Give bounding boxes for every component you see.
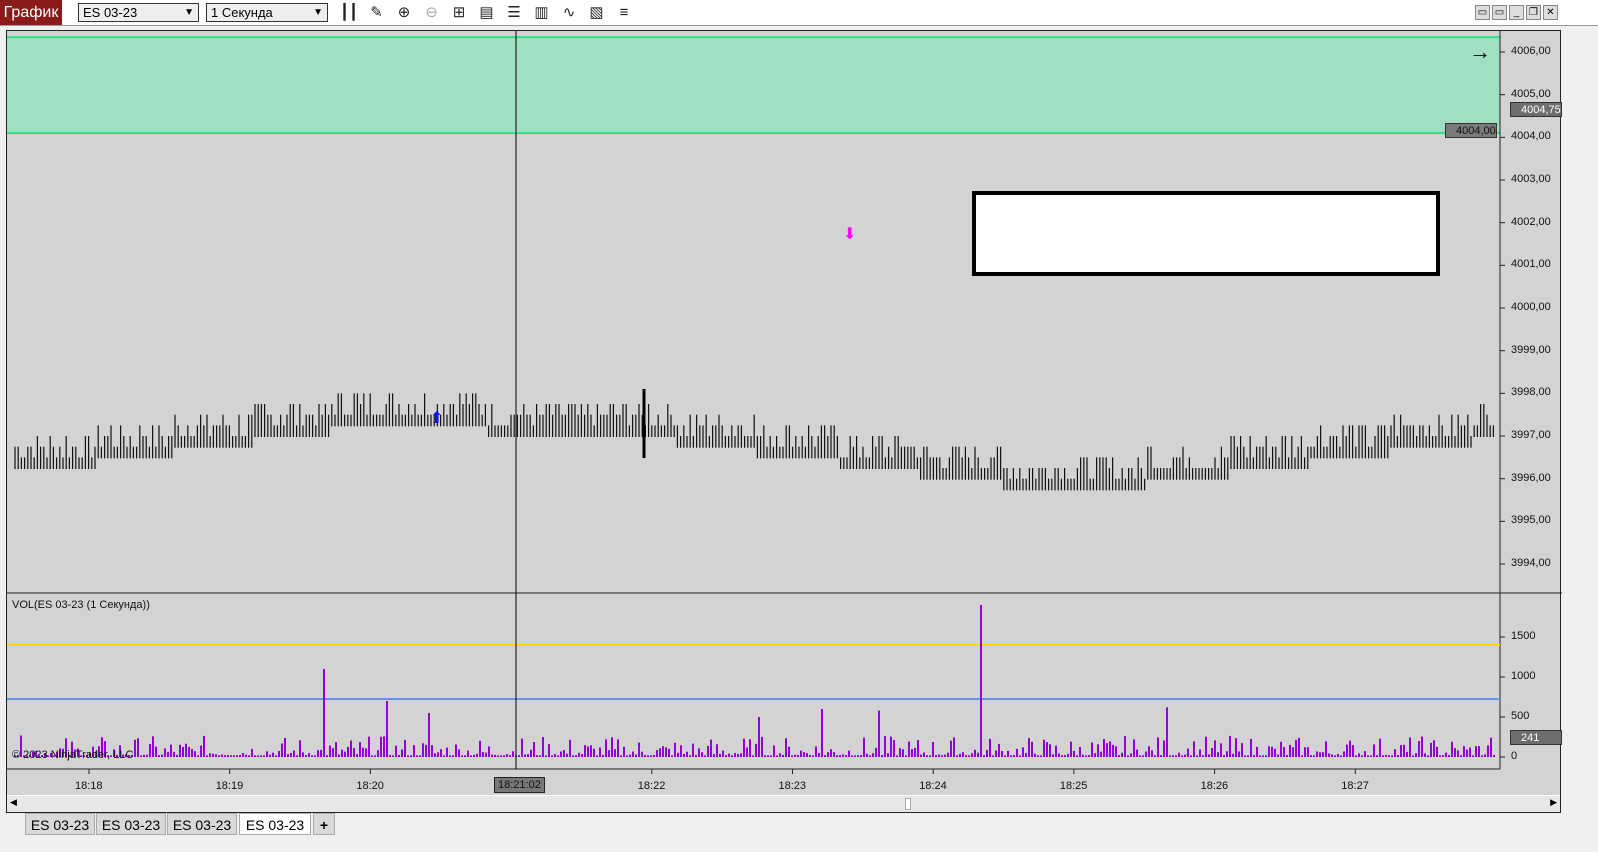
chart-panel[interactable]: ⬆ ⬇ → VOL(ES 03-23 (1 Секунда)) © 2023 Nin… <box>6 30 1562 814</box>
price-tick-label: 4003,00 <box>1511 173 1551 185</box>
sell-arrow: ⬇ <box>843 226 856 243</box>
price-tick-label: 3994,00 <box>1511 557 1551 570</box>
price-tick-label: 3995,00 <box>1511 514 1551 527</box>
window-button-4[interactable]: ✕ <box>1543 5 1558 20</box>
time-tick-label: 18:27 <box>1341 780 1369 792</box>
price-tick-label: 3999,00 <box>1511 343 1551 356</box>
zoom-in-icon[interactable]: ⊕ <box>397 4 411 21</box>
scroll-to-end-arrow: → <box>1469 39 1491 64</box>
drawn-rectangle <box>972 191 1440 276</box>
volume-tick-label: 500 <box>1511 710 1530 722</box>
data-box-icon[interactable]: ▧ <box>589 4 604 21</box>
crosshair-icon[interactable]: ⊞ <box>452 4 466 21</box>
window-button-0[interactable]: ▭ <box>1475 5 1490 20</box>
add-tab-button[interactable]: + <box>313 813 335 835</box>
scroll-thumb[interactable] <box>905 798 911 810</box>
price-tick-label: 4005,00 <box>1511 87 1551 100</box>
chart-title: График <box>0 0 62 25</box>
price-tick-label: 4000,00 <box>1511 301 1551 314</box>
drawing-tools-icon[interactable]: ∿ <box>562 4 576 21</box>
chevron-down-icon: ▼ <box>313 7 323 18</box>
indicators-icon[interactable]: ☰ <box>507 4 521 21</box>
last-volume-tag: 241 <box>1510 730 1562 745</box>
last-price-tag: 4004,75 <box>1510 102 1562 117</box>
volume-tick-label: 1000 <box>1511 670 1536 682</box>
instrument-value: ES 03-23 <box>83 5 138 20</box>
toolbar: График ES 03-23 ▼ 1 Секунда ▼ ┃┃ ✎ ⊕ ⊖ ⊞ ▤ ☰ ▥ ∿ ▧ ≡… <box>0 0 1598 26</box>
tab-es-2[interactable]: ES 03-23 <box>96 813 166 835</box>
window-button-2[interactable]: _ <box>1509 5 1524 20</box>
volume-tick-label: 1500 <box>1511 630 1536 642</box>
tab-es-1[interactable]: ES 03-23 <box>25 813 95 835</box>
time-tick-label: 18:25 <box>1059 780 1088 792</box>
time-tick-label: 18:24 <box>919 780 947 792</box>
properties-icon[interactable]: ▤ <box>479 4 494 21</box>
strategies-icon[interactable]: ▥ <box>534 4 549 21</box>
pencil-icon[interactable]: ✎ <box>370 4 383 21</box>
price-tick-label: 4002,00 <box>1511 215 1551 228</box>
chevron-down-icon: ▼ <box>184 7 194 18</box>
volume-tick-label: 0 <box>1511 750 1518 762</box>
horizontal-scrollbar[interactable]: ◀ ▶ <box>7 795 1560 812</box>
time-tick-label: 18:19 <box>215 780 244 792</box>
price-tick-label: 3997,00 <box>1511 429 1551 442</box>
time-tick-label: 18:18 <box>75 780 103 792</box>
list-icon[interactable]: ≡ <box>619 4 629 21</box>
instrument-select[interactable]: ES 03-23 ▼ <box>78 3 199 22</box>
bar-chart-icon[interactable]: ┃┃ <box>339 4 359 21</box>
scroll-right-icon[interactable]: ▶ <box>1550 797 1557 807</box>
buy-arrow: ⬆ <box>430 410 443 427</box>
copyright: © 2023 NinjaTrader, LLC <box>12 749 134 761</box>
interval-value: 1 Секунда <box>211 5 273 20</box>
time-tick-label: 18:23 <box>778 780 807 792</box>
time-tick-label: 18:20 <box>356 780 384 792</box>
window-button-1[interactable]: ▭ <box>1492 5 1507 20</box>
zone-price-tag: 4004,00 <box>1445 123 1497 138</box>
price-tick-label: 4001,00 <box>1511 258 1551 271</box>
tab-es-active[interactable]: ES 03-23 <box>239 813 311 835</box>
chart-tabs: ES 03-23 ES 03-23 ES 03-23 ES 03-23 + <box>0 813 1598 836</box>
volume-label: VOL(ES 03-23 (1 Секунда)) <box>12 599 150 611</box>
crosshair-time-tag: 18:21:02 <box>494 777 545 793</box>
price-tick-label: 4004,00 <box>1511 130 1551 143</box>
price-tick-label: 4006,00 <box>1511 45 1551 57</box>
price-zone <box>7 37 1500 134</box>
time-tick-label: 18:22 <box>637 780 666 792</box>
scroll-left-icon[interactable]: ◀ <box>10 797 17 807</box>
interval-select[interactable]: 1 Секунда ▼ <box>206 3 328 22</box>
time-tick-label: 18:26 <box>1200 780 1229 792</box>
window-button-3[interactable]: ❐ <box>1526 5 1541 20</box>
zoom-out-icon[interactable]: ⊖ <box>425 4 438 21</box>
price-chart[interactable]: ⬆ ⬇ → <box>7 31 1562 814</box>
price-tick-label: 3998,00 <box>1511 386 1551 399</box>
price-tick-label: 3996,00 <box>1511 471 1551 484</box>
tab-es-3[interactable]: ES 03-23 <box>167 813 237 835</box>
